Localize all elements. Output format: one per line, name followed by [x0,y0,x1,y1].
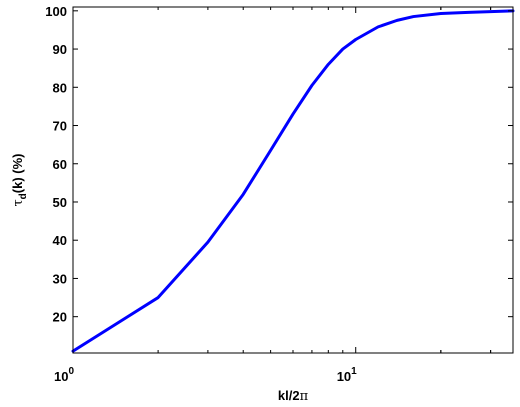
x-tick-label: 101 [337,366,357,384]
x-tick-label: 100 [54,366,74,384]
y-tick-label: 50 [53,195,67,210]
y-tick-label: 30 [53,271,67,286]
y-tick-label: 60 [53,157,67,172]
y-axis-title: τd(k) (%) [10,153,29,206]
y-tick-label: 70 [53,119,67,134]
plot-frame [72,6,514,354]
series-line [71,9,515,353]
y-tick-label: 100 [45,4,67,19]
y-tick-label: 90 [53,42,67,57]
x-axis-title: kl/2π [278,388,309,404]
y-tick-label: 80 [53,80,67,95]
axes: 20 30 40 50 60 70 80 90 100 100 101 kl/2π τd(k) (%) [10,4,514,404]
plot-area [71,9,515,353]
y-tick-label: 20 [53,310,67,325]
y-tick-label: 40 [53,233,67,248]
